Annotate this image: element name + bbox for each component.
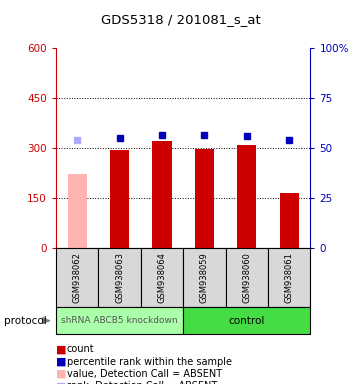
Text: value, Detection Call = ABSENT: value, Detection Call = ABSENT bbox=[67, 369, 222, 379]
Bar bbox=[183, 307, 310, 334]
Bar bbox=[68, 174, 87, 248]
Text: percentile rank within the sample: percentile rank within the sample bbox=[67, 357, 232, 367]
Bar bbox=[237, 145, 256, 248]
Bar bbox=[183, 248, 226, 307]
Bar bbox=[56, 307, 183, 334]
Text: GSM938061: GSM938061 bbox=[285, 252, 294, 303]
Text: ■: ■ bbox=[56, 381, 66, 384]
Bar bbox=[195, 149, 214, 248]
Text: GSM938064: GSM938064 bbox=[157, 252, 166, 303]
Bar bbox=[152, 141, 171, 248]
Text: ■: ■ bbox=[56, 357, 66, 367]
Bar bbox=[110, 150, 129, 248]
Bar bbox=[141, 248, 183, 307]
Bar bbox=[268, 248, 310, 307]
Bar bbox=[56, 248, 98, 307]
Text: ■: ■ bbox=[56, 344, 66, 354]
Text: GSM938060: GSM938060 bbox=[242, 252, 251, 303]
Text: shRNA ABCB5 knockdown: shRNA ABCB5 knockdown bbox=[61, 316, 178, 325]
Text: protocol: protocol bbox=[4, 316, 46, 326]
Text: rank, Detection Call = ABSENT: rank, Detection Call = ABSENT bbox=[67, 381, 217, 384]
Text: GDS5318 / 201081_s_at: GDS5318 / 201081_s_at bbox=[101, 13, 260, 26]
Text: GSM938059: GSM938059 bbox=[200, 252, 209, 303]
Text: count: count bbox=[67, 344, 95, 354]
Text: ■: ■ bbox=[56, 369, 66, 379]
Bar bbox=[226, 248, 268, 307]
Bar bbox=[280, 194, 299, 248]
Bar bbox=[98, 248, 141, 307]
Text: control: control bbox=[229, 316, 265, 326]
Text: GSM938063: GSM938063 bbox=[115, 252, 124, 303]
Text: GSM938062: GSM938062 bbox=[73, 252, 82, 303]
